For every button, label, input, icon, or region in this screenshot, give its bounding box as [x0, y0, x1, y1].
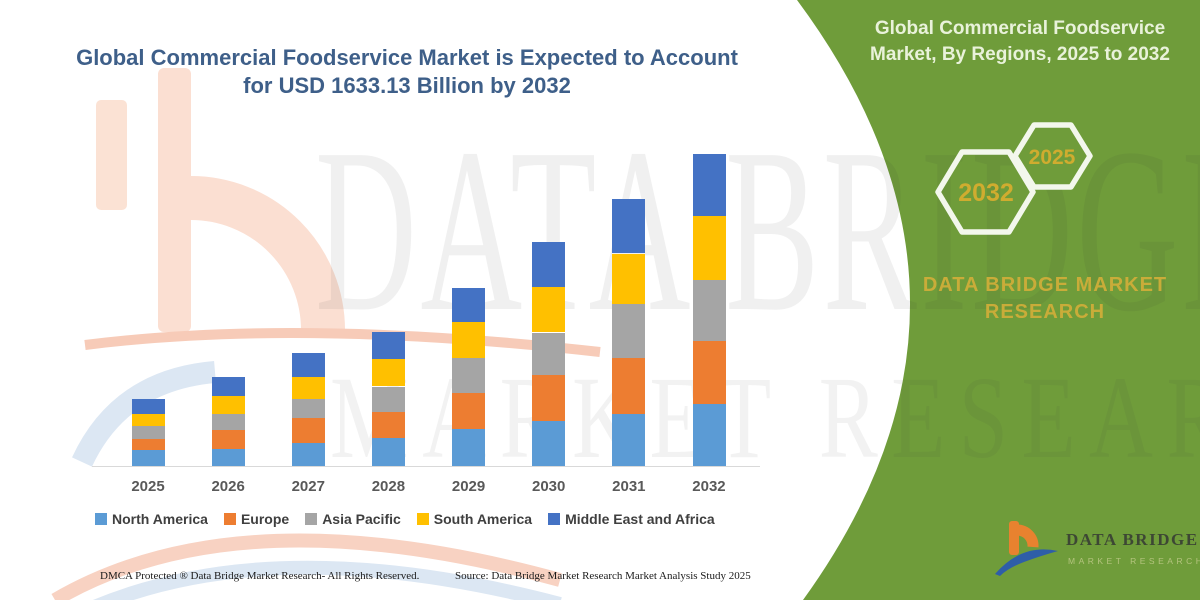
footer-dmca-text: DMCA Protected ® Data Bridge Market Rese…	[100, 570, 420, 582]
x-axis-label-2032: 2032	[692, 478, 726, 495]
x-axis-line	[92, 466, 760, 467]
legend-swatch-south-america	[416, 513, 429, 525]
legend-item-north-america: North America	[95, 511, 208, 527]
x-axis-label-2025: 2025	[131, 478, 165, 495]
legend-swatch-europe	[223, 513, 236, 525]
bar-segment-2029-europe	[452, 392, 486, 430]
brand-caption: DATA BRIDGE MARKET RESEARCH	[922, 274, 1168, 323]
bar-segment-2030-middle-east-and-africa	[532, 241, 566, 288]
bar-segment-2030-north-america	[532, 420, 566, 466]
bar-segment-2025-north-america	[131, 450, 165, 466]
bar-segment-2027-middle-east-and-africa	[291, 353, 325, 377]
chart-legend: North America Europe Asia Pacific South Ame…	[95, 511, 715, 527]
legend-label-south-america: South America	[433, 511, 533, 527]
bar-segment-2029-middle-east-and-africa	[452, 287, 486, 322]
bar-segment-2026-asia-pacific	[211, 414, 245, 430]
bar-segment-2028-middle-east-and-africa	[371, 331, 405, 360]
footer-source-text: Source: Data Bridge Market Research Mark…	[455, 570, 751, 582]
bar-segment-2031-asia-pacific	[612, 304, 646, 359]
bar-segment-2031-europe	[612, 358, 646, 414]
bar-segment-2029-asia-pacific	[452, 357, 486, 393]
bar-segment-2029-south-america	[452, 322, 486, 358]
legend-item-europe: Europe	[223, 511, 290, 527]
x-axis-label-2030: 2030	[532, 478, 566, 495]
chart-title-line1: Global Commercial Foodservice Market is …	[76, 45, 738, 70]
bar-segment-2028-europe	[371, 411, 405, 439]
bar-segment-2030-asia-pacific	[532, 332, 566, 376]
legend-item-asia-pacific: Asia Pacific	[305, 511, 401, 527]
side-panel-title: Global Commercial Foodservice Market, By…	[845, 16, 1195, 68]
logo-title: DATA BRIDGE	[1066, 530, 1199, 549]
bar-segment-2030-europe	[532, 375, 566, 421]
chart-title: Global Commercial Foodservice Market is …	[57, 44, 757, 100]
legend-item-south-america: South America	[416, 511, 533, 527]
x-axis-label-2027: 2027	[291, 478, 325, 495]
legend-label-middle-east-and-africa: Middle East and Africa	[565, 511, 715, 527]
x-axis-label-2031: 2031	[612, 478, 646, 495]
side-panel-title-line1: Global Commercial Foodservice	[874, 18, 1166, 39]
x-axis-label-2028: 2028	[371, 478, 406, 495]
bar-segment-2026-middle-east-and-africa	[211, 376, 245, 397]
bar-segment-2025-middle-east-and-africa	[131, 399, 165, 414]
bar-segment-2026-europe	[211, 430, 245, 450]
logo-subtitle: MARKET RESEARCH	[1068, 556, 1200, 566]
side-panel-title-line2: Market, By Regions, 2025 to 2032	[870, 44, 1170, 65]
legend-label-north-america: North America	[112, 511, 208, 527]
legend-label-asia-pacific: Asia Pacific	[322, 511, 401, 527]
bar-segment-2026-north-america	[211, 449, 245, 466]
bar-segment-2032-middle-east-and-africa	[692, 154, 726, 217]
bar-segment-2028-north-america	[371, 438, 405, 466]
bar-segment-2027-asia-pacific	[291, 398, 325, 419]
bar-segment-2031-middle-east-and-africa	[612, 199, 646, 254]
bar-segment-2025-asia-pacific	[131, 426, 165, 439]
bar-segment-2032-south-america	[692, 216, 726, 281]
bar-segment-2025-south-america	[131, 414, 165, 426]
bar-segment-2026-south-america	[211, 396, 245, 415]
legend-swatch-north-america	[95, 513, 107, 525]
legend-swatch-asia-pacific	[305, 513, 318, 525]
bar-segment-2031-north-america	[612, 413, 646, 466]
bar-segment-2032-north-america	[692, 404, 726, 466]
bar-segment-2027-south-america	[291, 376, 325, 399]
bar-segment-2031-south-america	[612, 253, 646, 305]
x-axis-label-2026: 2026	[211, 478, 245, 495]
bar-segment-2025-europe	[131, 438, 165, 450]
x-axis-label-2029: 2029	[451, 478, 486, 495]
bar-segment-2032-europe	[692, 340, 726, 405]
legend-swatch-middle-east-and-africa	[548, 513, 561, 525]
chart-title-line2: for USD 1633.13 Billion by 2032	[243, 73, 571, 98]
bar-segment-2027-europe	[291, 418, 325, 444]
bar-segment-2032-asia-pacific	[692, 280, 726, 341]
bar-segment-2028-south-america	[371, 359, 405, 387]
bar-segment-2027-north-america	[291, 443, 325, 466]
bar-segment-2028-asia-pacific	[371, 386, 405, 412]
legend-item-middle-east-and-africa: Middle East and Africa	[548, 511, 715, 527]
legend-label-europe: Europe	[240, 511, 290, 527]
bar-segment-2030-south-america	[532, 287, 566, 333]
bar-segment-2029-north-america	[452, 429, 486, 466]
